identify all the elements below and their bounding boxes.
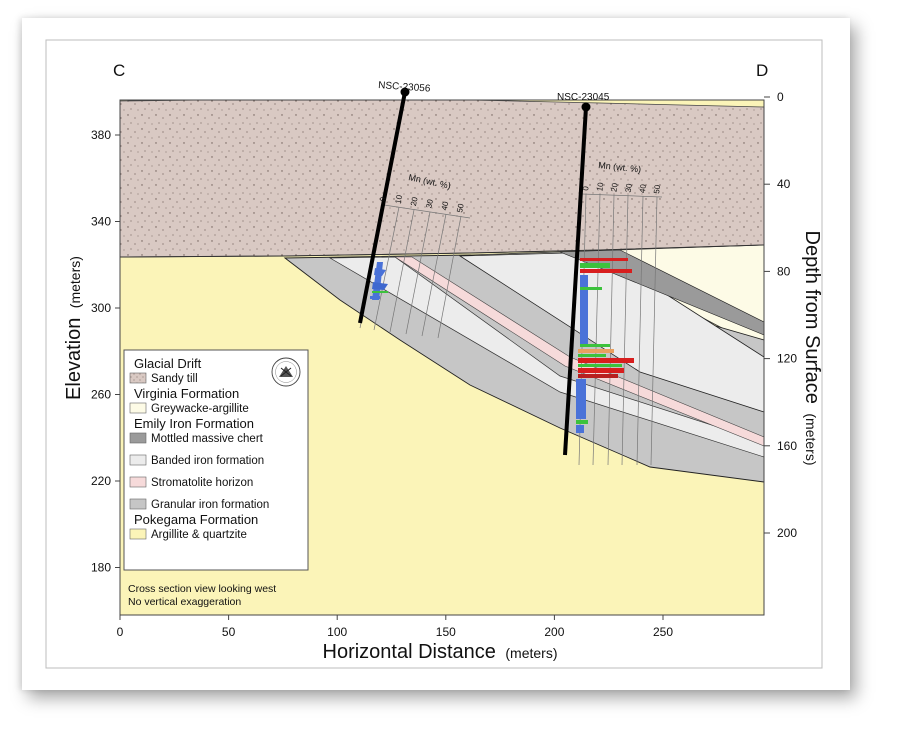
x-tick-label: 250 xyxy=(653,625,673,639)
mn-tick-label: 30 xyxy=(424,198,435,209)
legend-item-label: Banded iron formation xyxy=(151,455,264,467)
mn-tick-label: 0 xyxy=(378,196,388,203)
legend-swatch xyxy=(129,476,147,488)
y-right-tick-label: 40 xyxy=(777,177,791,191)
y-right-tick-label: 0 xyxy=(777,90,784,104)
y-left-tick-label: 380 xyxy=(91,128,111,142)
legend-swatch xyxy=(129,528,147,540)
y-right-tick-label: 120 xyxy=(777,352,797,366)
mn-bars-23045 xyxy=(576,258,634,433)
legend-group-title: Glacial Drift xyxy=(134,356,202,371)
mn-tick-label: 40 xyxy=(638,183,648,194)
x-tick-label: 200 xyxy=(544,625,564,639)
y-right-tick-label: 200 xyxy=(777,526,797,540)
section-label-c: C xyxy=(113,61,125,80)
legend-swatch xyxy=(129,498,147,510)
borehole-23045-collar xyxy=(581,102,591,112)
mn-ticks-23056: 0 10 20 30 40 50 xyxy=(378,194,466,214)
mn-ticks-23045: 0 10 20 30 40 50 xyxy=(581,181,662,194)
legend-item-label: Mottled massive chert xyxy=(151,433,264,445)
legend-box xyxy=(123,349,309,571)
mn-tick-label: 10 xyxy=(394,194,405,205)
legend-group-title: Pokegama Formation xyxy=(134,512,258,527)
legend-item-label: Sandy till xyxy=(151,373,198,385)
x-axis-title: Horizontal Distance (meters) xyxy=(323,641,558,663)
legend-item-label: Granular iron formation xyxy=(151,499,269,511)
y-right-axis-title: Depth from Surface (meters) xyxy=(801,231,823,466)
x-tick-label: 0 xyxy=(117,625,124,639)
x-tick-label: 100 xyxy=(327,625,347,639)
mn-bars-23056 xyxy=(370,262,388,300)
mn-tick-label: 20 xyxy=(409,196,420,207)
y-left-axis-ticks: 380 340 300 260 220 180 xyxy=(91,128,120,575)
legend-swatch xyxy=(129,454,147,466)
legend-item-label: Stromatolite horizon xyxy=(151,477,253,489)
borehole-23056-line xyxy=(358,91,407,324)
borehole-23056-label: NSC-23056 xyxy=(378,80,431,95)
y-left-tick-label: 180 xyxy=(91,561,111,575)
y-left-tick-label: 220 xyxy=(91,474,111,488)
mn-tick-label: 50 xyxy=(652,184,662,195)
legend-item-label: Greywacke-argillite xyxy=(151,403,249,415)
mn-tick-label: 10 xyxy=(595,181,605,192)
legend-note: No vertical exaggeration xyxy=(128,596,241,608)
mn-tick-label: 30 xyxy=(624,182,634,193)
legend-group-title: Virginia Formation xyxy=(134,386,239,401)
mn-tick-label: 20 xyxy=(609,182,619,193)
y-left-tick-label: 260 xyxy=(91,388,111,402)
y-right-tick-label: 160 xyxy=(777,439,797,453)
legend-group-title: Emily Iron Formation xyxy=(134,416,254,431)
legend-note: Cross section view looking west xyxy=(128,583,276,595)
borehole-23045-line xyxy=(563,106,588,456)
legend-logo xyxy=(271,357,301,387)
mn-grid-23056 xyxy=(359,204,471,339)
section-label-d: D xyxy=(756,61,768,80)
legend-swatch xyxy=(129,402,147,414)
y-left-tick-label: 300 xyxy=(91,301,111,315)
stromatolite-horizon xyxy=(393,256,764,447)
plot-area-border xyxy=(119,99,765,616)
mn-tick-label: 50 xyxy=(455,202,466,213)
y-right-axis-ticks: 0 40 80 120 160 200 xyxy=(764,90,797,540)
legend-swatch xyxy=(129,372,147,384)
y-left-axis-title: Elevation (meters) xyxy=(63,256,85,400)
x-tick-label: 150 xyxy=(436,625,456,639)
y-right-tick-label: 80 xyxy=(777,264,791,278)
mn-tick-label: 40 xyxy=(440,200,451,211)
legend-swatch xyxy=(129,432,147,444)
legend-item-label: Argillite & quartzite xyxy=(151,529,247,541)
mn-tick-label: 0 xyxy=(581,185,591,191)
x-tick-label: 50 xyxy=(222,625,236,639)
borehole-23056-collar xyxy=(400,87,410,97)
mn-axis-label-23045: Mn (wt. %) xyxy=(598,160,642,174)
x-axis-ticks: 0 50 100 150 200 250 xyxy=(117,615,673,639)
y-left-tick-label: 340 xyxy=(91,215,111,229)
geology-layers xyxy=(120,100,764,615)
borehole-23045-label: NSC-23045 xyxy=(557,92,610,103)
